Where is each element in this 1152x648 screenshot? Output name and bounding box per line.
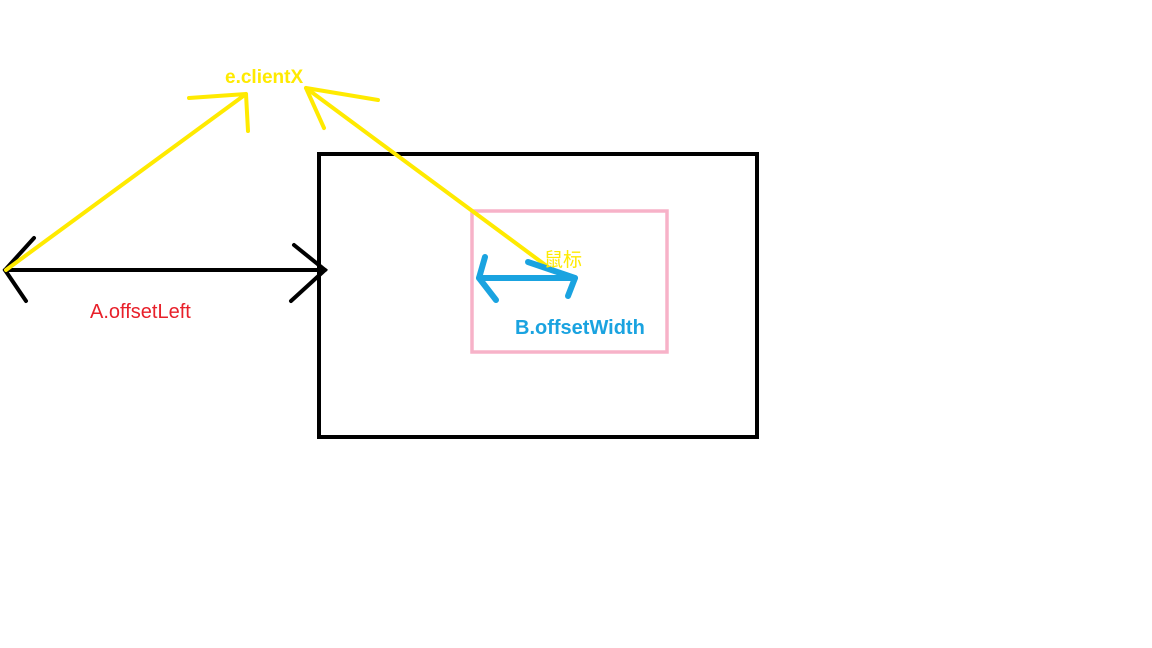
offset-left-label: A.offsetLeft [90,301,191,323]
client-x-line-left [4,92,248,272]
inner-box-b [470,209,669,354]
offset-left-arrow [2,236,329,303]
offset-width-arrow [476,254,578,303]
client-x-arrowhead-right [304,86,380,130]
client-x-arrowhead-left [187,92,250,133]
client-x-label: e.clientX [225,67,304,88]
offset-width-arrow-head-right [525,259,578,299]
offset-left-arrow-head-right [289,243,329,303]
mouse-label: 鼠标 [544,250,583,271]
client-x-pointers [4,86,550,272]
offset-width-label: B.offsetWidth [515,317,645,339]
outer-box-a [317,152,759,439]
offset-width-arrow-head-left [476,254,499,303]
client-x-line-right [304,86,550,269]
